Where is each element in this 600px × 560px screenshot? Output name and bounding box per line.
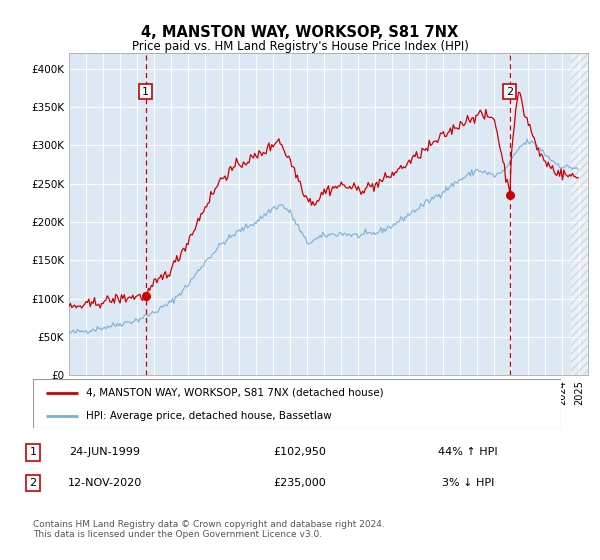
Bar (571, 53, 588, 375)
Text: Contains HM Land Registry data © Crown copyright and database right 2024.
This d: Contains HM Land Registry data © Crown c… (33, 520, 385, 539)
Text: 12-NOV-2020: 12-NOV-2020 (68, 478, 142, 488)
Text: 1: 1 (142, 87, 149, 96)
Text: 2: 2 (29, 478, 37, 488)
Text: 4, MANSTON WAY, WORKSOP, S81 7NX: 4, MANSTON WAY, WORKSOP, S81 7NX (142, 25, 458, 40)
Text: 24-JUN-1999: 24-JUN-1999 (70, 447, 140, 458)
Text: £102,950: £102,950 (274, 447, 326, 458)
Text: Price paid vs. HM Land Registry's House Price Index (HPI): Price paid vs. HM Land Registry's House … (131, 40, 469, 53)
Text: 1: 1 (29, 447, 37, 458)
Text: 2: 2 (506, 87, 513, 96)
Text: 3% ↓ HPI: 3% ↓ HPI (442, 478, 494, 488)
Text: HPI: Average price, detached house, Bassetlaw: HPI: Average price, detached house, Bass… (86, 411, 332, 421)
Text: £235,000: £235,000 (274, 478, 326, 488)
Text: 44% ↑ HPI: 44% ↑ HPI (438, 447, 498, 458)
Text: 4, MANSTON WAY, WORKSOP, S81 7NX (detached house): 4, MANSTON WAY, WORKSOP, S81 7NX (detach… (86, 388, 383, 398)
